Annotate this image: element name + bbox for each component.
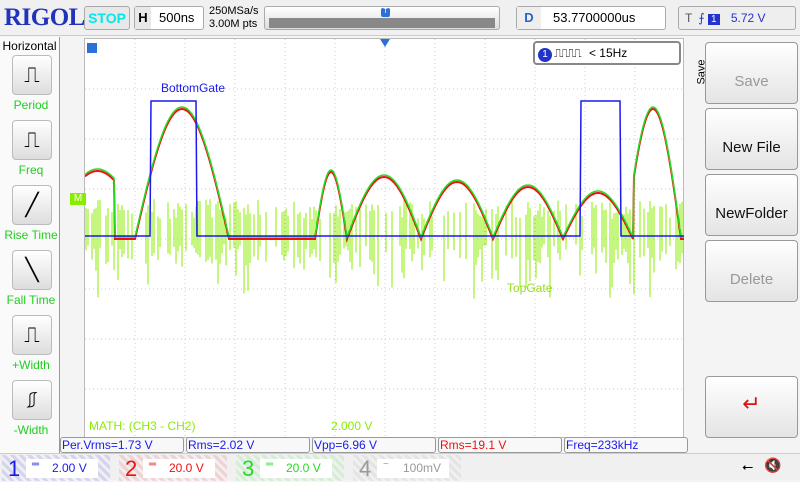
- measurement[interactable]: Vpp=6.96 V: [312, 437, 436, 453]
- trigger-source-badge: 1: [538, 48, 552, 62]
- memory-waveform: [269, 18, 495, 28]
- memory-depth: 3.00M pts: [209, 18, 258, 30]
- math-scale: 2.000 V: [331, 419, 373, 433]
- menu-item-newfolder[interactable]: NewFolder: [705, 174, 798, 236]
- measurement[interactable]: Per.Vrms=1.73 V: [60, 437, 184, 453]
- memory-overview[interactable]: T: [264, 6, 500, 30]
- menu-label: Delete: [729, 271, 774, 288]
- fall-time-icon: ╲: [25, 257, 39, 282]
- menu-title: Horizontal: [2, 39, 57, 53]
- plus-width-icon: ⎍: [24, 322, 40, 347]
- channel-number: 4: [359, 456, 372, 481]
- math-label: TopGate: [507, 281, 553, 295]
- measurement[interactable]: Rms=2.02 V: [186, 437, 310, 453]
- menu-label: +Width: [12, 358, 50, 372]
- save-menu: Save ↵ Save New File NewFolder Delete: [696, 38, 800, 453]
- return-arrow-icon: ↵: [742, 391, 761, 416]
- trigger-position-marker[interactable]: [380, 39, 390, 47]
- menu-item-new-file[interactable]: New File: [705, 108, 798, 170]
- menu-label: Freq: [18, 163, 44, 177]
- measurement[interactable]: Freq=233kHz: [564, 437, 688, 453]
- math-info: MATH: (CH3 - CH2): [89, 419, 196, 433]
- menu-item-period[interactable]: ⎍: [12, 55, 52, 95]
- menu-label: NewFolder: [715, 205, 788, 222]
- measurement-bar: Per.Vrms=1.73 V Rms=2.02 V Vpp=6.96 V Rms=1…: [60, 437, 700, 453]
- trigger-marker-icon: [87, 43, 97, 53]
- dc-coupling-icon: ═: [149, 459, 157, 470]
- back-button[interactable]: ↵: [705, 376, 798, 438]
- acquisition-info: 250MSa/s 3.00M pts: [209, 5, 259, 31]
- channel-scale: 20.0 V: [143, 459, 215, 478]
- channel-scale: 100mV: [377, 459, 449, 478]
- channel-number: 3: [242, 456, 255, 481]
- ch1-trace: [85, 100, 684, 237]
- timebase[interactable]: H 500ns: [134, 6, 204, 30]
- menu-item--width[interactable]: ⎍: [12, 315, 52, 355]
- pulse-train-icon: ⎍⎍⎍⎍: [554, 46, 582, 60]
- menu-label: Save: [734, 73, 769, 90]
- horizontal-menu: Horizontal ⎍ Period ⎍ Freq ╱ Rise Time ╲ Fall T…: [0, 37, 60, 453]
- menu-label: Rise Time: [4, 228, 58, 242]
- delay-value: 53.7700000us: [553, 10, 636, 25]
- ch1-label: BottomGate: [161, 81, 226, 95]
- usb-icon: ⭠: [742, 458, 754, 474]
- measurement[interactable]: Rms=19.1 V: [438, 437, 562, 453]
- math-marker[interactable]: M: [70, 193, 86, 205]
- menu-label: Fall Time: [6, 293, 56, 307]
- menu-item-delete[interactable]: Delete: [705, 240, 798, 302]
- trigger-position-icon: T: [381, 8, 390, 17]
- mute-icon[interactable]: 🔇: [764, 457, 782, 473]
- channel-1[interactable]: 1 2.00 V ═: [2, 455, 110, 481]
- minus-width-icon: ⎎: [26, 387, 38, 412]
- rise-time-icon: ╱: [25, 192, 39, 217]
- math-trace: [85, 199, 683, 299]
- trigger-level: 5.72 V: [730, 11, 766, 25]
- menu-item-freq[interactable]: ⎍: [12, 120, 52, 160]
- menu-label: New File: [722, 139, 781, 156]
- freq-icon: ⎍: [24, 127, 40, 152]
- channel-4[interactable]: 4 100mV ~: [353, 455, 461, 481]
- channel-bar: ⭠ 🔇 1 2.00 V ═ 2 20.0 V ═ 3 20.0 V ═ 4 100mV ~: [0, 453, 800, 481]
- menu-label: Period: [13, 98, 49, 112]
- sample-rate: 250MSa/s: [209, 5, 259, 17]
- delay-label: D: [517, 7, 541, 29]
- period-icon: ⎍: [24, 62, 40, 87]
- channel-scale: 20.0 V: [260, 459, 332, 478]
- timebase-label: H: [135, 7, 151, 29]
- channel-scale: 2.00 V: [26, 459, 98, 478]
- waveform-display: 1 ⎍⎍⎍⎍ < 15Hz BottomGate TopGate MATH: (C…: [84, 38, 685, 439]
- channel-number: 2: [125, 456, 138, 481]
- menu-item-fall-time[interactable]: ╲: [12, 250, 52, 290]
- dc-coupling-icon: ═: [32, 459, 40, 470]
- timebase-value: 500ns: [159, 10, 195, 25]
- dc-coupling-icon: ═: [266, 459, 274, 470]
- menu-item-rise-time[interactable]: ╱: [12, 185, 52, 225]
- menu-label: -Width: [13, 423, 49, 437]
- ch2-trace: [84, 107, 684, 243]
- channel-number: 1: [8, 456, 21, 481]
- ch3-trace: [84, 106, 684, 240]
- waveform-svg: [84, 39, 685, 439]
- menu-item-save[interactable]: Save: [705, 42, 798, 104]
- trigger-info[interactable]: T ⨍ 1 5.72 V: [678, 6, 796, 30]
- delay[interactable]: D 53.7700000us: [516, 6, 666, 30]
- trigger-source: 1: [707, 14, 720, 25]
- rigol-logo: RIGOL: [4, 4, 85, 31]
- trigger-label: T: [685, 11, 693, 25]
- ac-coupling-icon: ~: [383, 459, 389, 470]
- trigger-status: 1 ⎍⎍⎍⎍ < 15Hz: [533, 41, 681, 65]
- channel-3[interactable]: 3 20.0 V ═: [236, 455, 344, 481]
- trigger-frequency: < 15Hz: [588, 46, 628, 60]
- channel-2[interactable]: 2 20.0 V ═: [119, 455, 227, 481]
- menu-item--width[interactable]: ⎎: [12, 380, 52, 420]
- run-state[interactable]: STOP: [84, 6, 130, 30]
- rising-edge-icon: ⨍: [698, 11, 705, 25]
